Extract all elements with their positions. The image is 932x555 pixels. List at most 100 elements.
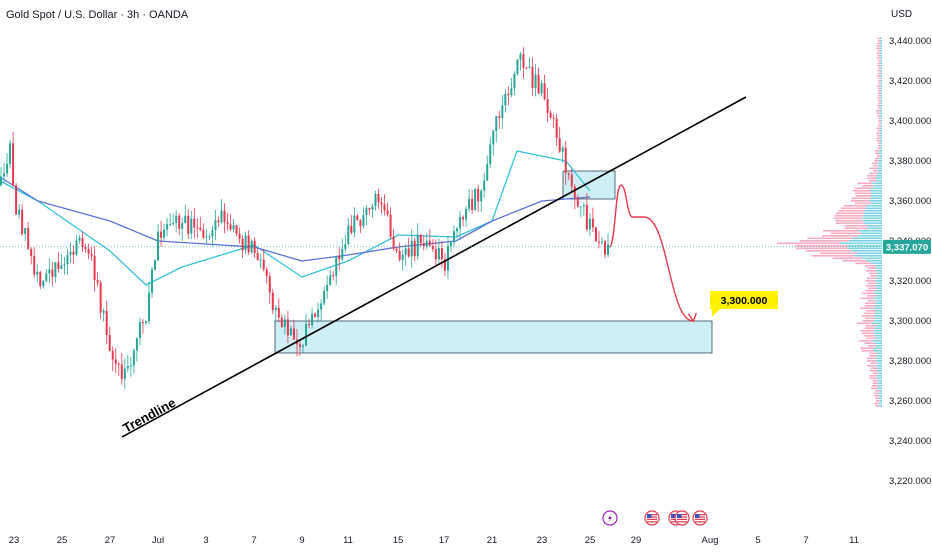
- volume-profile-bar: [878, 60, 881, 62]
- volume-profile-bar: [878, 160, 882, 162]
- volume-profile-bar: [876, 267, 882, 270]
- volume-profile-bar: [880, 105, 882, 107]
- volume-profile-bar: [873, 347, 882, 350]
- candle-body: [9, 143, 12, 164]
- candle-body: [359, 220, 362, 227]
- volume-profile-bar: [871, 385, 878, 387]
- volume-profile-bar: [868, 287, 877, 290]
- candle-body: [443, 259, 446, 271]
- candle-body: [594, 227, 597, 242]
- candle-body: [380, 202, 383, 205]
- volume-profile-bar: [871, 202, 882, 205]
- candle-body: [311, 313, 314, 326]
- candle-body: [540, 83, 543, 94]
- time-axis[interactable]: 23 25 27 Jul 3 7 9 11 15 17 21 23 25 29 Aug 5 7 11: [9, 535, 859, 546]
- volume-profile-bar: [876, 282, 882, 285]
- volume-profile-bar: [867, 282, 877, 285]
- projection-arrowhead: [687, 312, 697, 323]
- candle-body: [15, 185, 18, 215]
- candle-body: [108, 335, 111, 351]
- last-price-label: 3,337.070: [886, 242, 928, 253]
- currency-label[interactable]: USD: [891, 9, 913, 20]
- candle-body: [241, 238, 244, 251]
- volume-profile-bar: [880, 40, 882, 42]
- volume-profile-bar: [877, 387, 882, 390]
- volume-profile-bar: [875, 150, 880, 152]
- candle-body: [371, 206, 374, 210]
- volume-profile-bar: [877, 87, 881, 90]
- candle-body: [449, 242, 452, 246]
- volume-profile-bar: [869, 370, 877, 372]
- volume-profile-bar: [847, 245, 882, 247]
- candle-body: [72, 251, 75, 255]
- candle-body: [163, 229, 166, 238]
- flag-stripe: [695, 518, 705, 520]
- volume-profile-bar: [874, 335, 882, 337]
- volume-profile-bar: [811, 255, 854, 257]
- flag-stripe: [695, 514, 705, 516]
- candle-body: [434, 249, 437, 260]
- volume-profile-bar: [862, 257, 882, 260]
- time-tick-label: 7: [803, 535, 808, 546]
- volume-profile-bar: [835, 212, 864, 215]
- candle-body: [298, 344, 301, 347]
- volume-profile-bar: [843, 205, 867, 207]
- volume-profile-bar: [876, 355, 882, 357]
- candle-body: [214, 220, 217, 231]
- candle-body: [202, 229, 205, 238]
- volume-profile-bar: [861, 232, 882, 235]
- time-tick-label: 5: [755, 535, 760, 546]
- volume-profile-bar: [876, 132, 880, 135]
- candle-body: [96, 280, 99, 283]
- candle-body: [474, 189, 477, 211]
- volume-profile-bar: [879, 110, 882, 112]
- volume-profile-bar: [877, 92, 881, 95]
- price-tick-label: 3,260.000: [889, 396, 931, 407]
- volume-profile-bar: [880, 82, 882, 85]
- flag-canton: [671, 514, 676, 518]
- volume-profile-bar: [799, 240, 850, 242]
- candle-body: [27, 228, 30, 249]
- candle-body: [199, 227, 202, 230]
- volume-profile-bar: [862, 320, 875, 322]
- volume-profile-bar: [876, 140, 880, 142]
- volume-profile-bar: [867, 267, 877, 270]
- volume-profile-bar: [874, 312, 882, 315]
- candle-body: [175, 215, 178, 224]
- candle-body: [0, 176, 2, 185]
- candle-body: [45, 273, 48, 281]
- volume-profile-bar: [879, 57, 882, 60]
- volume-profile-bar: [844, 227, 868, 230]
- event-markers[interactable]: [602, 510, 708, 526]
- candle-body: [36, 271, 39, 275]
- candle-body: [332, 275, 335, 277]
- target-price-label: 3,300.000: [721, 295, 768, 307]
- candle-body: [425, 240, 428, 247]
- candle-body: [157, 231, 160, 261]
- candle-body: [256, 252, 259, 261]
- candle-body: [193, 218, 196, 228]
- volume-profile-bar: [860, 347, 874, 350]
- candle-body: [389, 214, 392, 237]
- volume-profile-bar: [873, 292, 882, 295]
- volume-profile-bar: [879, 42, 882, 45]
- time-tick-label: 27: [105, 535, 116, 546]
- volume-profile-bar: [853, 255, 882, 257]
- candle-body: [489, 144, 492, 165]
- volume-profile-bar: [864, 342, 875, 345]
- volume-profile-bar: [879, 397, 882, 400]
- volume-profile-bar: [875, 157, 880, 160]
- candle-body: [244, 235, 247, 251]
- volume-profile-bar: [878, 102, 881, 105]
- volume-profile-bar: [862, 215, 882, 217]
- candle-body: [377, 193, 380, 203]
- price-tick-label: 3,240.000: [889, 436, 931, 447]
- moving-averages: [0, 150, 591, 286]
- volume-profile-bar: [878, 77, 881, 80]
- candle-body: [570, 174, 573, 187]
- candle-body: [456, 228, 459, 232]
- candle-body: [353, 215, 356, 233]
- candle-body: [525, 67, 528, 69]
